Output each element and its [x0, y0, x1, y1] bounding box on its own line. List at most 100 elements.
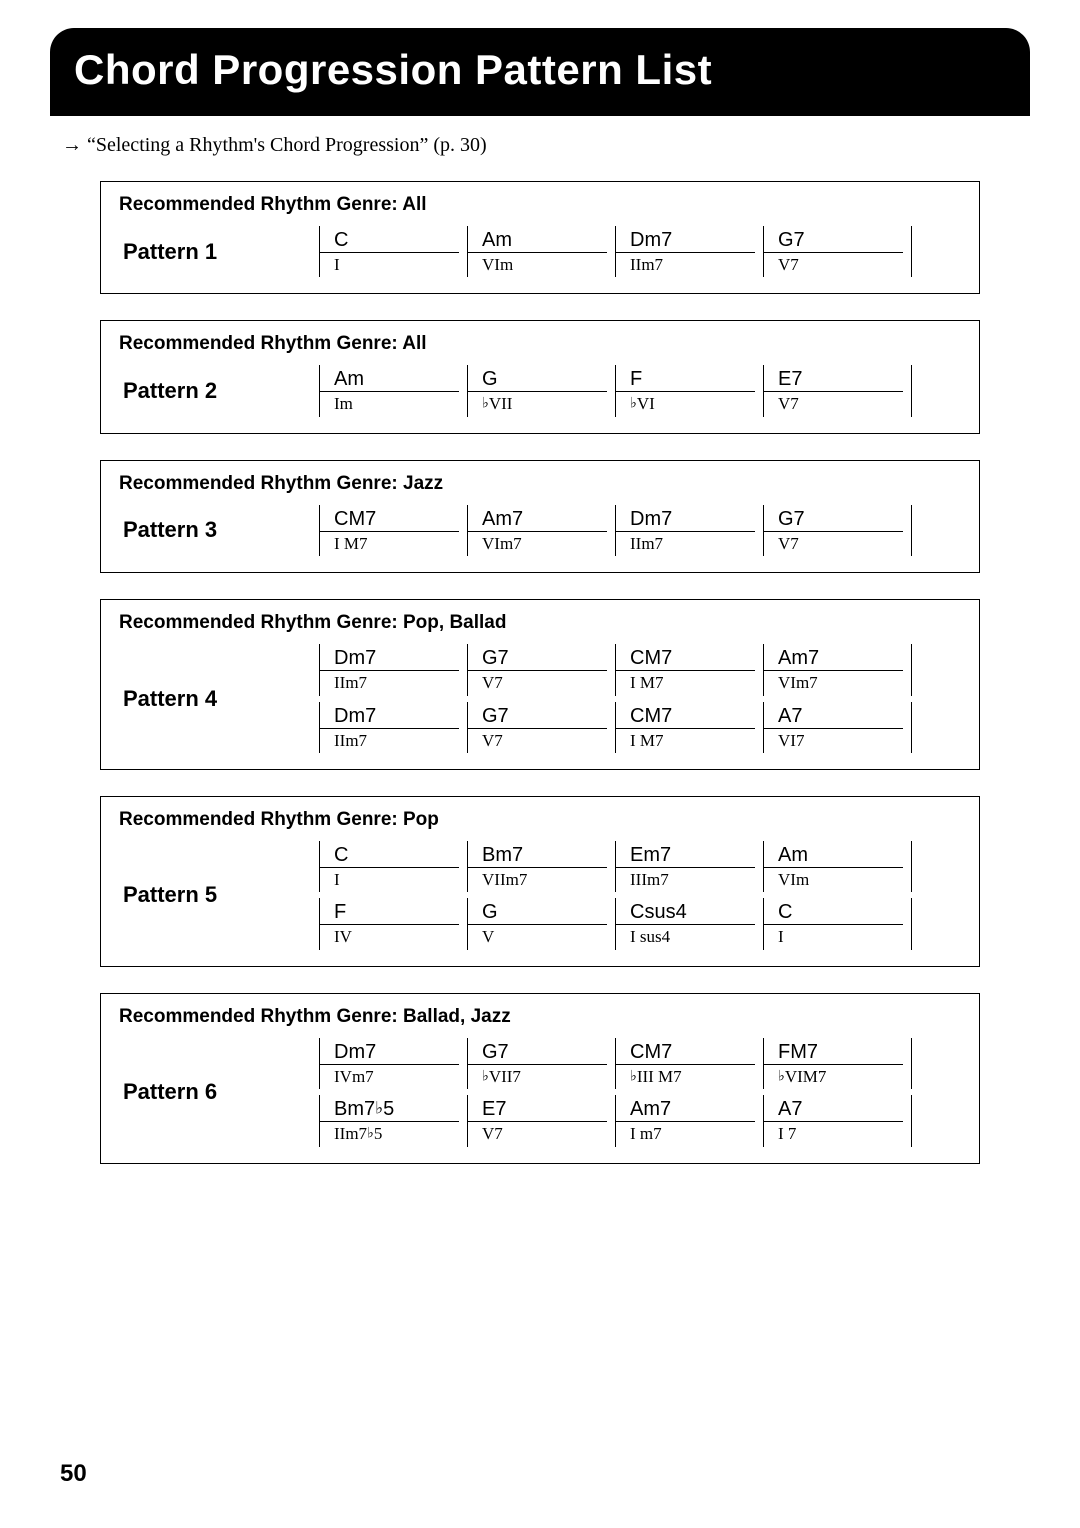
chord-name: F: [334, 900, 467, 924]
chord-row: Bm7♭5IIm7♭5E7V7Am7I m7A7I 7: [319, 1095, 961, 1146]
chord-cell: G7V7: [467, 644, 615, 695]
chord-roman: I M7: [616, 728, 755, 751]
chord-roman: ♭VI: [616, 391, 755, 414]
chord-name: Dm7: [334, 704, 467, 728]
chord-name: F: [630, 367, 763, 391]
chord-roman: I: [320, 252, 459, 275]
chord-roman: ♭VII: [468, 391, 607, 414]
chord-cell: CI: [763, 898, 911, 949]
bar-line: [911, 1095, 912, 1146]
chord-cell: Bm7VIIm7: [467, 841, 615, 892]
chord-roman: I: [320, 867, 459, 890]
chord-cell: G7♭VII7: [467, 1038, 615, 1089]
chord-name: CM7: [630, 704, 763, 728]
chord-roman: VIm: [468, 252, 607, 275]
chord-roman: V7: [468, 670, 607, 693]
reference-line: → “Selecting a Rhythm's Chord Progressio…: [62, 134, 1020, 157]
chord-roman: IIm7♭5: [320, 1121, 459, 1144]
chord-row: Dm7IVm7G7♭VII7CM7♭III M7FM7♭VIM7: [319, 1038, 961, 1089]
chord-roman: Im: [320, 391, 459, 414]
bar-line: [911, 644, 912, 695]
chord-cell: Bm7♭5IIm7♭5: [319, 1095, 467, 1146]
chord-name: A7: [778, 704, 911, 728]
chord-name: Am7: [482, 507, 615, 531]
bar-line: [911, 365, 912, 416]
chord-cell: CI: [319, 226, 467, 277]
chord-cell: Csus4I sus4: [615, 898, 763, 949]
pattern-box: Recommended Rhythm Genre: JazzPattern 3C…: [100, 460, 980, 573]
chord-cell: CM7I M7: [615, 644, 763, 695]
chord-roman: ♭VIM7: [764, 1064, 903, 1087]
chord-roman: I: [764, 924, 903, 947]
chord-name: Csus4: [630, 900, 763, 924]
chord-cell: CM7♭III M7: [615, 1038, 763, 1089]
pattern-name: Pattern 1: [119, 239, 319, 265]
chord-row: Dm7IIm7G7V7CM7I M7Am7VIm7: [319, 644, 961, 695]
chord-roman: IIm7: [320, 670, 459, 693]
pattern-body: Pattern 2AmImG♭VIIF♭VIE7V7: [119, 365, 961, 416]
pattern-box: Recommended Rhythm Genre: AllPattern 1CI…: [100, 181, 980, 294]
chord-roman: IIm7: [320, 728, 459, 751]
chord-row: FIVGVCsus4I sus4CI: [319, 898, 961, 949]
chord-roman: V7: [468, 728, 607, 751]
page-number: 50: [60, 1460, 87, 1488]
chord-cell: AmVIm: [763, 841, 911, 892]
chord-name: C: [778, 900, 911, 924]
chord-name: Em7: [630, 843, 763, 867]
chord-name: G7: [778, 228, 911, 252]
genre-label: Recommended Rhythm Genre: All: [119, 194, 961, 216]
chord-row: CM7I M7Am7VIm7Dm7IIm7G7V7: [319, 505, 961, 556]
chord-cell: Dm7IIm7: [319, 702, 467, 753]
chord-name: C: [334, 228, 467, 252]
chord-roman: IIm7: [616, 531, 755, 554]
chord-name: Dm7: [630, 507, 763, 531]
chord-cell: G7V7: [467, 702, 615, 753]
chord-roman: ♭III M7: [616, 1064, 755, 1087]
chord-roman: I 7: [764, 1121, 903, 1144]
pattern-name: Pattern 4: [119, 686, 319, 712]
pattern-body: Pattern 1CIAmVImDm7IIm7G7V7: [119, 226, 961, 277]
chord-cell: Dm7IIm7: [319, 644, 467, 695]
chord-name: G7: [778, 507, 911, 531]
chord-name: G7: [482, 646, 615, 670]
reference-text: “Selecting a Rhythm's Chord Progression”…: [87, 134, 487, 156]
chord-cell: CM7I M7: [615, 702, 763, 753]
chord-roman: VIm: [764, 867, 903, 890]
chord-row: CIAmVImDm7IIm7G7V7: [319, 226, 961, 277]
pattern-box: Recommended Rhythm Genre: AllPattern 2Am…: [100, 320, 980, 433]
chord-cell: Dm7IIm7: [615, 505, 763, 556]
chord-roman: VIm7: [764, 670, 903, 693]
chord-name: CM7: [630, 646, 763, 670]
chord-roman: I M7: [320, 531, 459, 554]
chord-name: G: [482, 900, 615, 924]
chord-rows: Dm7IIm7G7V7CM7I M7Am7VIm7Dm7IIm7G7V7CM7I…: [319, 644, 961, 753]
chord-cell: F♭VI: [615, 365, 763, 416]
chord-cell: E7V7: [763, 365, 911, 416]
chord-roman: I M7: [616, 670, 755, 693]
chord-cell: A7VI7: [763, 702, 911, 753]
page-title-bar: Chord Progression Pattern List: [50, 28, 1030, 116]
chord-cell: G7V7: [763, 226, 911, 277]
bar-line: [911, 1038, 912, 1089]
pattern-body: Pattern 3CM7I M7Am7VIm7Dm7IIm7G7V7: [119, 505, 961, 556]
chord-name: E7: [482, 1097, 615, 1121]
chord-name: Bm7♭5: [334, 1097, 467, 1121]
chord-roman: V7: [468, 1121, 607, 1144]
pattern-body: Pattern 6Dm7IVm7G7♭VII7CM7♭III M7FM7♭VIM…: [119, 1038, 961, 1147]
chord-cell: A7I 7: [763, 1095, 911, 1146]
chord-roman: V7: [764, 252, 903, 275]
arrow-icon: →: [62, 134, 82, 156]
chord-roman: VIIm7: [468, 867, 607, 890]
chord-cell: Am7VIm7: [467, 505, 615, 556]
chord-name: Am7: [630, 1097, 763, 1121]
chord-rows: CIBm7VIIm7Em7IIIm7AmVImFIVGVCsus4I sus4C…: [319, 841, 961, 950]
patterns-list: Recommended Rhythm Genre: AllPattern 1CI…: [60, 181, 1020, 1164]
page-title: Chord Progression Pattern List: [74, 46, 1006, 94]
chord-cell: CM7I M7: [319, 505, 467, 556]
bar-line: [911, 226, 912, 277]
pattern-body: Pattern 4Dm7IIm7G7V7CM7I M7Am7VIm7Dm7IIm…: [119, 644, 961, 753]
chord-row: Dm7IIm7G7V7CM7I M7A7VI7: [319, 702, 961, 753]
chord-name: Am: [482, 228, 615, 252]
genre-label: Recommended Rhythm Genre: Ballad, Jazz: [119, 1006, 961, 1028]
chord-name: G: [482, 367, 615, 391]
